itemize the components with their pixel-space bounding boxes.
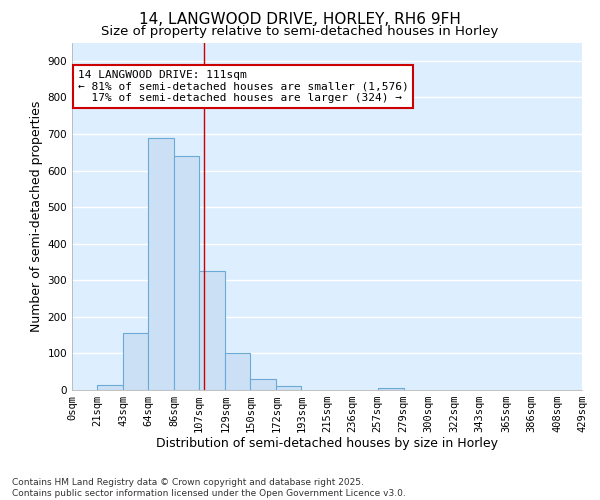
Text: 14, LANGWOOD DRIVE, HORLEY, RH6 9FH: 14, LANGWOOD DRIVE, HORLEY, RH6 9FH [139,12,461,28]
Y-axis label: Number of semi-detached properties: Number of semi-detached properties [31,100,43,332]
Bar [199,271,226,390]
Bar [148,138,174,390]
Bar [123,334,148,390]
Bar [226,354,250,390]
Bar [377,388,404,390]
Bar [97,384,123,390]
Bar [174,156,199,390]
Text: Size of property relative to semi-detached houses in Horley: Size of property relative to semi-detach… [101,25,499,38]
Bar [250,379,277,390]
Text: Contains HM Land Registry data © Crown copyright and database right 2025.
Contai: Contains HM Land Registry data © Crown c… [12,478,406,498]
X-axis label: Distribution of semi-detached houses by size in Horley: Distribution of semi-detached houses by … [156,436,498,450]
Text: 14 LANGWOOD DRIVE: 111sqm
← 81% of semi-detached houses are smaller (1,576)
  17: 14 LANGWOOD DRIVE: 111sqm ← 81% of semi-… [78,70,409,103]
Bar [277,386,301,390]
